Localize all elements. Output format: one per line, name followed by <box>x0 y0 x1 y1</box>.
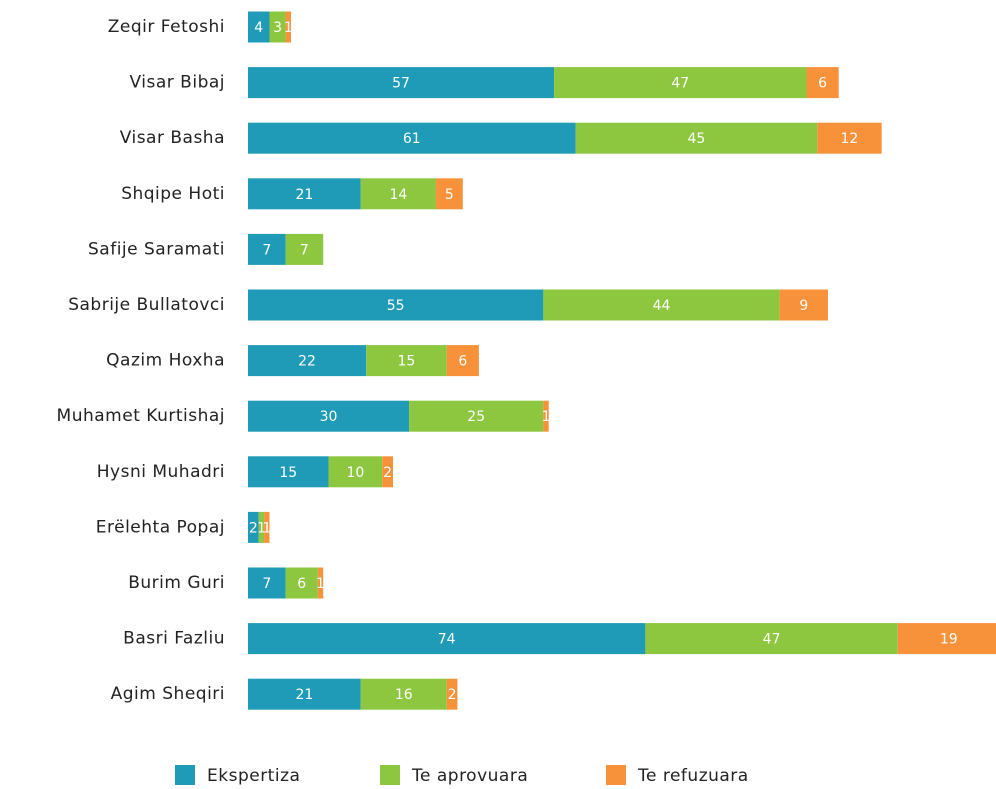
legend-label: Te refuzuara <box>637 766 749 786</box>
bar-segment <box>817 122 882 154</box>
bar-segment <box>328 456 383 488</box>
value-label: 16 <box>395 687 413 703</box>
value-label: 12 <box>841 131 859 147</box>
bar-segment <box>248 345 367 377</box>
category-label: Erëlehta Popaj <box>96 517 225 537</box>
value-label: 1 <box>316 576 325 592</box>
bar-segment <box>543 289 780 321</box>
value-label: 15 <box>398 354 416 370</box>
bar-segment <box>269 11 286 43</box>
value-label: 10 <box>346 465 364 481</box>
category-label: Agim Sheqiri <box>111 684 225 704</box>
value-label: 7 <box>300 242 309 258</box>
value-label: 22 <box>298 354 316 370</box>
value-label: 6 <box>818 76 827 92</box>
value-label: 7 <box>262 576 271 592</box>
bar-segment <box>248 511 259 543</box>
category-label: Zeqir Fetoshi <box>108 17 225 37</box>
value-label: 9 <box>799 298 808 314</box>
bar-segment <box>264 511 270 543</box>
bar-segment <box>248 289 544 321</box>
bar-segment <box>645 623 898 655</box>
category-label: Sabrije Bullatovci <box>68 295 225 315</box>
value-label: 1 <box>542 409 551 425</box>
bar-segment <box>248 623 646 655</box>
bar-segment <box>409 400 544 432</box>
bar-segment <box>285 11 291 43</box>
value-label: 4 <box>254 20 263 36</box>
category-label: Visar Bibaj <box>130 73 225 93</box>
value-label: 57 <box>392 76 410 92</box>
value-label: 7 <box>262 242 271 258</box>
category-label: Shqipe Hoti <box>121 184 225 204</box>
value-label: 2 <box>383 465 392 481</box>
bar-segment <box>248 122 576 154</box>
category-label: Muhamet Kurtishaj <box>57 406 225 426</box>
value-label: 1 <box>284 20 293 36</box>
value-label: 21 <box>295 187 313 203</box>
bar-segment <box>446 678 458 710</box>
category-label: Hysni Muhadri <box>97 462 225 482</box>
bar-segment <box>258 511 265 543</box>
legend-swatch <box>175 765 195 785</box>
bar-segment <box>543 400 549 432</box>
value-label: 19 <box>940 632 958 648</box>
value-label: 47 <box>763 632 781 648</box>
bar-segment <box>248 456 329 488</box>
bar-segment <box>779 289 828 321</box>
value-label: 15 <box>279 465 297 481</box>
bar-segment <box>248 67 555 99</box>
bar-segment <box>248 233 286 265</box>
bar-segment <box>317 567 324 599</box>
legend-swatch <box>380 765 400 785</box>
value-label: 45 <box>687 131 705 147</box>
bar-segment <box>366 345 447 377</box>
value-label: 3 <box>273 20 282 36</box>
value-label: 61 <box>403 131 421 147</box>
bar-segment <box>446 345 479 377</box>
value-label: 2 <box>249 520 258 536</box>
bar-segment <box>248 567 286 599</box>
bar-segment <box>897 623 996 655</box>
value-label: 25 <box>467 409 485 425</box>
value-label: 1 <box>257 520 266 536</box>
bar-segment <box>806 67 839 99</box>
value-label: 6 <box>458 354 467 370</box>
value-label: 5 <box>445 187 454 203</box>
legend-label: Ekspertiza <box>207 766 300 786</box>
value-label: 55 <box>387 298 405 314</box>
bar-segment <box>248 178 361 210</box>
legend-label: Te aprovuara <box>411 766 528 786</box>
value-label: 6 <box>297 576 306 592</box>
value-label: 30 <box>320 409 338 425</box>
bar-segment <box>248 400 410 432</box>
value-label: 21 <box>295 687 313 703</box>
value-label: 44 <box>653 298 671 314</box>
bar-segment <box>382 456 393 488</box>
bar-segment <box>435 178 463 210</box>
value-label: 2 <box>448 687 457 703</box>
bar-segment <box>360 178 436 210</box>
category-label: Safije Saramati <box>88 239 225 259</box>
category-label: Burim Guri <box>128 573 225 593</box>
category-label: Visar Basha <box>120 128 225 148</box>
bar-segment <box>554 67 807 99</box>
bar-segment <box>575 122 818 154</box>
category-label: Basri Fazliu <box>123 629 225 649</box>
bar-segment <box>248 678 361 710</box>
value-label: 47 <box>671 76 689 92</box>
value-label: 14 <box>389 187 407 203</box>
value-label: 74 <box>438 632 456 648</box>
value-label: 1 <box>262 520 271 536</box>
bar-segment <box>360 678 447 710</box>
legend-swatch <box>606 765 626 785</box>
bar-segment <box>248 11 270 43</box>
category-label: Qazim Hoxha <box>106 351 225 371</box>
bar-segment <box>285 567 318 599</box>
bar-segment <box>285 233 324 265</box>
